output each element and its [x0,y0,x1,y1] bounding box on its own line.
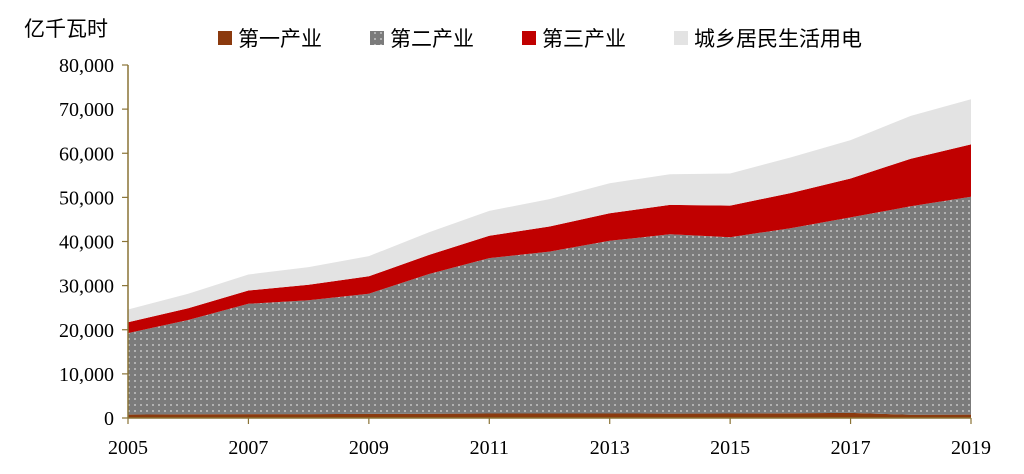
y-tick-label: 10,000 [59,364,114,386]
x-tick-label: 2015 [710,437,750,459]
y-tick-label: 0 [104,408,114,430]
y-tick-label: 60,000 [59,143,114,165]
area-series-1 [128,196,971,415]
y-tick-label: 70,000 [59,99,114,121]
legend-label-3: 城乡居民生活用电 [694,27,862,51]
legend-swatch-2 [522,31,536,45]
axes: 0 10,000 20,000 30,000 40,000 50,000 60,000 70,… [59,55,991,459]
x-tick-label: 2005 [108,437,148,459]
y-unit-label: 亿千瓦时 [24,17,108,41]
series-areas [128,99,971,418]
legend-label-1: 第二产业 [390,27,474,51]
legend-label-2: 第三产业 [542,27,626,51]
legend-swatch-1 [370,31,384,45]
x-tick-label: 2019 [951,437,991,459]
x-tick-label: 2011 [470,437,509,459]
y-tick-label: 40,000 [59,232,114,254]
legend-swatch-3 [674,31,688,45]
y-tick-label: 30,000 [59,276,114,298]
y-tick-label: 50,000 [59,187,114,209]
area-series-3 [128,99,971,323]
legend: 第一产业 第二产业 第三产业 城乡居民生活用电 [218,27,862,51]
x-tick-label: 2009 [349,437,389,459]
area-series-0 [128,412,971,418]
area-series-2 [128,144,971,334]
legend-swatch-0 [218,31,232,45]
y-tick-label: 20,000 [59,320,114,342]
x-tick-label: 2007 [228,437,268,459]
x-tick-label: 2017 [831,437,871,459]
y-tick-label: 80,000 [59,55,114,77]
x-tick-label: 2013 [590,437,630,459]
legend-label-0: 第一产业 [238,27,322,51]
